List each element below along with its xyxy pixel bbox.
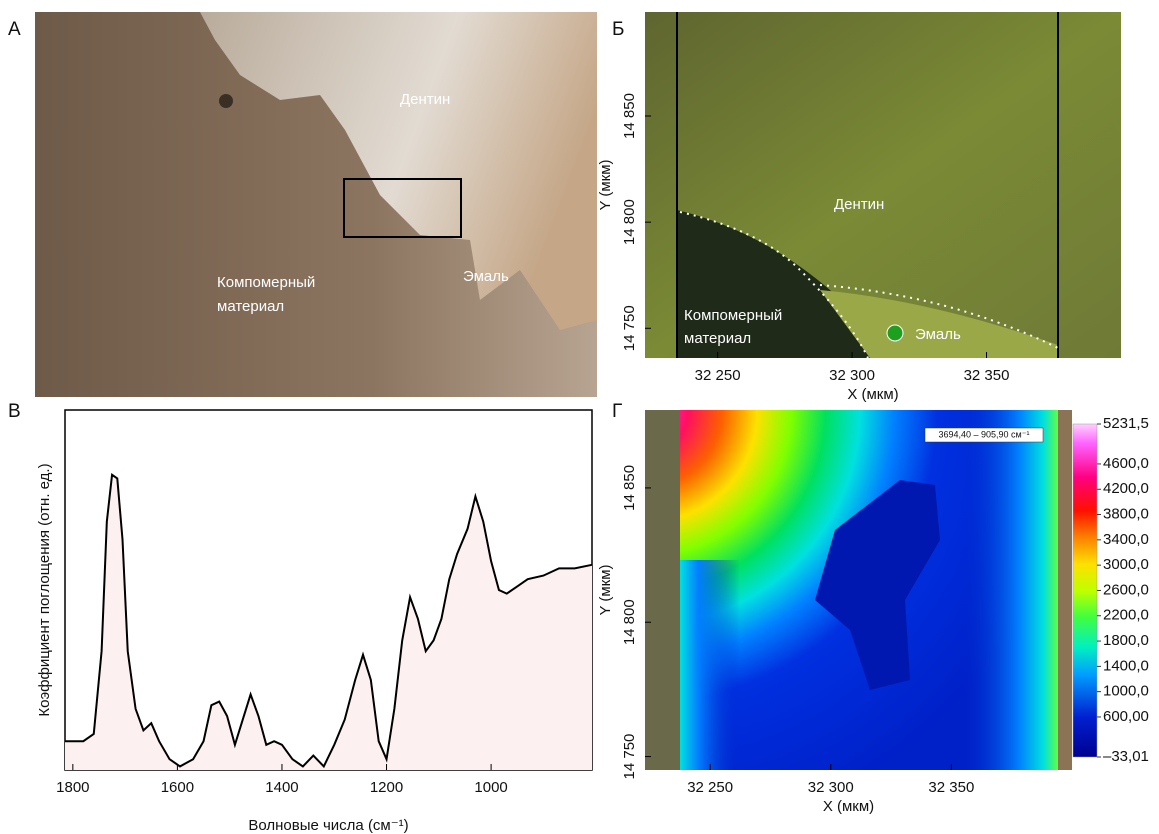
x-tick-label: 32 350 [928, 779, 974, 796]
x-tick-label: 1200 [370, 779, 403, 796]
photo-label: Эмаль [915, 326, 961, 343]
y-tick-label: 14 750 [621, 734, 638, 780]
colorbar-label: 600,00 [1103, 708, 1149, 725]
photo-label: материал [217, 298, 284, 315]
x-axis-label: X (мкм) [823, 798, 874, 815]
photo-label: Дентин [400, 91, 450, 108]
colorbar-label: 1800,0 [1103, 632, 1149, 649]
map-g [645, 410, 1097, 770]
x-tick-label: 32 350 [964, 367, 1010, 384]
colorbar-label: 4200,0 [1103, 480, 1149, 497]
photo-label: Эмаль [463, 268, 509, 285]
colorbar-label: 1000,0 [1103, 683, 1149, 700]
y-tick-label: 14 750 [621, 305, 638, 351]
x-axis-label: X (мкм) [847, 386, 898, 403]
y-axis-label: Y (мкм) [597, 159, 614, 210]
panel-letter: Г [612, 401, 622, 422]
y-axis-label: Коэффициент поглощения (отн. ед.) [36, 463, 53, 716]
x-axis-label: Волновые числа (см⁻¹) [248, 817, 408, 834]
photo-a [35, 12, 597, 397]
colorbar-label: 1400,0 [1103, 657, 1149, 674]
panel-letter: Б [612, 19, 624, 40]
x-tick-label: 32 300 [808, 779, 854, 796]
x-tick-label: 1000 [474, 779, 507, 796]
y-tick-label: 14 800 [621, 599, 638, 645]
y-tick-label: 14 850 [621, 465, 638, 511]
colorbar-label: 3000,0 [1103, 556, 1149, 573]
x-tick-label: 1600 [161, 779, 194, 796]
y-axis-label: Y (мкм) [597, 564, 614, 615]
y-tick-label: 14 800 [621, 199, 638, 245]
y-tick-label: 14 850 [621, 93, 638, 139]
colorbar-label: 2200,0 [1103, 607, 1149, 624]
colorbar-label: 5231,5 [1103, 415, 1149, 432]
colorbar-label: –33,01 [1103, 748, 1149, 765]
colorbar-label: 4600,0 [1103, 455, 1149, 472]
area [65, 475, 592, 770]
colorbar-label: 3400,0 [1103, 531, 1149, 548]
photo-label: Дентин [834, 196, 884, 213]
photo-label: Компомерный [217, 274, 315, 291]
panel-letter: В [8, 401, 21, 422]
x-tick-label: 32 250 [687, 779, 733, 796]
figure: А Дентин Эмаль Компомерный материал Б Де… [0, 0, 1159, 834]
x-tick-label: 1400 [265, 779, 298, 796]
x-tick-label: 32 300 [829, 367, 875, 384]
x-tick-label: 32 250 [695, 367, 741, 384]
annotation: 3694,40 – 905,90 см⁻¹ [938, 429, 1029, 439]
x-tick-label: 1800 [56, 779, 89, 796]
photo-label: Компомерный [684, 307, 782, 324]
colorbar-label: 2600,0 [1103, 581, 1149, 598]
colorbar-label: 3800,0 [1103, 506, 1149, 523]
photo-label: материал [684, 330, 751, 347]
panel-letter: А [8, 19, 21, 40]
